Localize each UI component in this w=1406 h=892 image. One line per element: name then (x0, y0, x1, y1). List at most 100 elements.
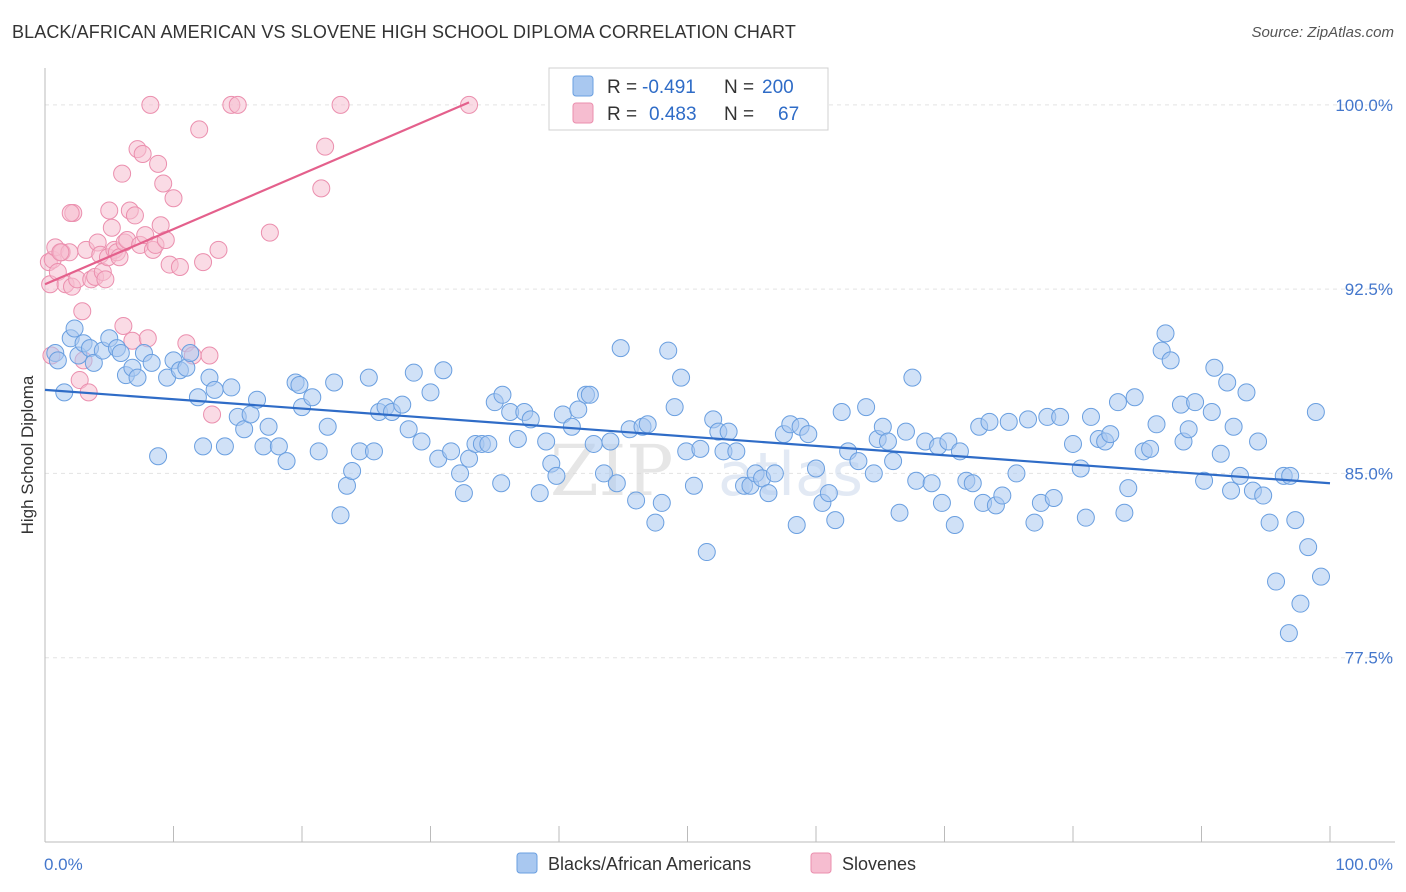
black-point-36 (269, 437, 288, 456)
black-point-129 (878, 432, 897, 451)
black-point-105 (719, 422, 738, 441)
black-point-133 (903, 368, 922, 387)
y-tick-label-1: 85.0% (1345, 464, 1393, 483)
black-point-177 (1186, 393, 1205, 412)
slovene-point-47 (164, 189, 183, 208)
slovene-point-11 (70, 371, 89, 390)
slovene-point-42 (149, 154, 168, 173)
legend-r-label-2: R = (607, 104, 637, 125)
black-point-187 (1249, 432, 1268, 451)
black-point-169 (1141, 439, 1160, 458)
black-point-198 (1306, 403, 1325, 421)
black-point-27 (205, 380, 224, 399)
black-point-160 (1081, 407, 1100, 426)
black-point-125 (857, 398, 876, 417)
black-point-157 (1064, 434, 1082, 453)
black-point-163 (1101, 425, 1120, 444)
black-point-158 (1071, 459, 1090, 478)
black-point-43 (318, 417, 337, 436)
black-point-76 (537, 432, 556, 451)
black-point-67 (479, 434, 498, 453)
black-point-111 (759, 484, 778, 503)
black-point-29 (222, 378, 241, 397)
black-point-61 (442, 442, 461, 461)
black-point-81 (569, 400, 588, 419)
black-point-149 (999, 412, 1018, 431)
black-point-120 (819, 484, 838, 503)
black-point-17 (142, 353, 161, 372)
black-point-178 (1195, 471, 1214, 490)
slovene-point-51 (190, 120, 209, 139)
black-point-49 (359, 368, 378, 387)
black-point-1 (48, 351, 67, 370)
slovene-point-44 (154, 174, 173, 193)
black-point-69 (492, 474, 511, 493)
black-point-196 (1312, 567, 1331, 586)
legend-swatch-blue (572, 75, 594, 97)
black-point-44 (325, 373, 344, 392)
black-point-93 (646, 513, 665, 532)
black-point-57 (412, 432, 431, 451)
black-point-139 (939, 432, 958, 451)
source-credit: Source: ZipAtlas.com (1251, 24, 1394, 41)
black-point-183 (1224, 417, 1243, 436)
black-point-182 (1218, 373, 1237, 392)
black-point-96 (665, 398, 684, 417)
slovene-point-56 (228, 95, 247, 114)
black-point-39 (290, 375, 309, 394)
black-point-134 (907, 471, 926, 490)
black-point-122 (832, 403, 851, 421)
black-point-124 (849, 452, 868, 471)
y-tick-labels: 77.5% 85.0% 92.5% 100.0% (1335, 96, 1393, 668)
black-point-86 (601, 432, 620, 451)
black-point-94 (652, 493, 671, 512)
black-point-87 (607, 474, 626, 493)
black-point-143 (963, 474, 982, 493)
bottom-legend-swatch-blue (516, 852, 538, 874)
slovene-point-63 (51, 243, 70, 262)
black-point-138 (932, 493, 951, 512)
black-point-152 (1025, 513, 1044, 532)
black-point-151 (1019, 410, 1038, 429)
black-point-188 (1254, 486, 1273, 505)
slovene-point-36 (133, 145, 152, 163)
black-point-35 (259, 417, 278, 436)
slovene-point-23 (102, 218, 121, 237)
slovene-point-33 (125, 206, 144, 225)
slovene-point-62 (203, 405, 222, 424)
bottom-legend-label-blue: Blacks/African Americans (548, 854, 751, 874)
black-point-167 (1125, 388, 1144, 407)
black-trend-line (44, 388, 1331, 485)
legend-r-value-2: 0.483 (649, 104, 697, 125)
slovene-point-27 (113, 164, 132, 183)
black-point-126 (864, 464, 883, 483)
black-point-72 (508, 430, 527, 449)
slovene-point-60 (331, 95, 350, 114)
black-point-136 (922, 474, 941, 493)
black-point-115 (787, 516, 806, 535)
legend-r-value-1: -0.491 (642, 77, 696, 98)
trend-lines (44, 101, 1331, 485)
black-point-34 (254, 437, 273, 456)
x-tick-label-1: 100.0% (1335, 855, 1393, 874)
black-point-106 (727, 442, 746, 461)
black-point-165 (1115, 503, 1134, 522)
black-point-100 (691, 439, 710, 458)
y-tick-label-0: 77.5% (1345, 649, 1393, 668)
black-point-78 (547, 466, 566, 485)
black-point-37 (277, 452, 296, 471)
black-point-172 (1156, 324, 1175, 343)
black-point-85 (594, 464, 613, 483)
black-point-50 (364, 442, 383, 461)
slovene-point-48 (170, 258, 189, 277)
black-point-4 (65, 319, 84, 338)
legend-n-value-1: 200 (762, 77, 794, 98)
black-point-92 (638, 415, 657, 434)
black-point-180 (1205, 358, 1224, 377)
legend-box (548, 67, 829, 131)
black-point-170 (1147, 415, 1166, 434)
black-point-150 (1007, 464, 1026, 483)
black-point-131 (890, 503, 909, 522)
bottom-legend-swatch-pink (810, 852, 832, 874)
black-point-117 (799, 425, 818, 444)
